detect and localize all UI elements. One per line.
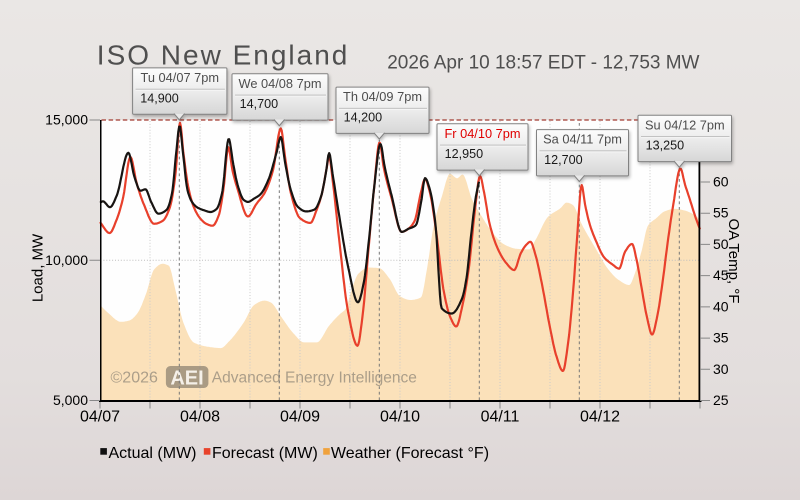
svg-text:©2026: ©2026 <box>111 370 158 387</box>
svg-text:30: 30 <box>713 361 729 377</box>
svg-text:We 04/08 7pm: We 04/08 7pm <box>239 76 322 91</box>
svg-text:Weather (Forecast °F): Weather (Forecast °F) <box>331 445 489 462</box>
svg-text:AEI: AEI <box>170 368 203 390</box>
svg-text:04/11: 04/11 <box>481 409 520 426</box>
svg-text:Advanced Energy Intelligence: Advanced Energy Intelligence <box>212 370 417 387</box>
svg-text:10,000: 10,000 <box>45 252 88 268</box>
svg-text:04/10: 04/10 <box>380 409 420 426</box>
svg-text:Su 04/12 7pm: Su 04/12 7pm <box>645 117 725 132</box>
svg-text:Tu 04/07 7pm: Tu 04/07 7pm <box>141 70 220 85</box>
svg-text:5,000: 5,000 <box>53 392 88 408</box>
svg-text:2026 Apr 10 18:57 EDT - 12,753: 2026 Apr 10 18:57 EDT - 12,753 MW <box>387 52 699 73</box>
svg-text:Actual (MW): Actual (MW) <box>109 445 197 462</box>
svg-text:04/07: 04/07 <box>80 409 120 426</box>
svg-text:Th 04/09 7pm: Th 04/09 7pm <box>343 89 422 104</box>
svg-text:14,200: 14,200 <box>344 111 383 125</box>
svg-text:14,900: 14,900 <box>140 91 179 105</box>
svg-text:Load, MW: Load, MW <box>30 233 47 302</box>
svg-text:60: 60 <box>713 174 729 190</box>
svg-text:Sa 04/11 7pm: Sa 04/11 7pm <box>543 132 622 147</box>
svg-text:13,250: 13,250 <box>646 139 685 153</box>
svg-text:55: 55 <box>713 205 729 221</box>
svg-text:Forecast (MW): Forecast (MW) <box>212 445 318 462</box>
svg-text:25: 25 <box>713 392 729 408</box>
svg-text:50: 50 <box>713 236 729 252</box>
svg-text:04/12: 04/12 <box>580 409 620 426</box>
svg-text:12,950: 12,950 <box>445 147 484 161</box>
svg-text:12,700: 12,700 <box>544 153 583 167</box>
svg-text:35: 35 <box>713 330 729 346</box>
svg-text:15,000: 15,000 <box>45 112 88 128</box>
svg-text:04/08: 04/08 <box>180 409 220 426</box>
svg-text:40: 40 <box>713 298 729 314</box>
svg-text:45: 45 <box>713 267 729 283</box>
svg-text:Fr 04/10 7pm: Fr 04/10 7pm <box>444 126 520 141</box>
svg-text:04/09: 04/09 <box>280 409 320 426</box>
svg-text:OA Temp, °F: OA Temp, °F <box>725 219 742 304</box>
svg-text:14,700: 14,700 <box>240 97 279 111</box>
svg-text:ISO New England: ISO New England <box>97 40 350 71</box>
